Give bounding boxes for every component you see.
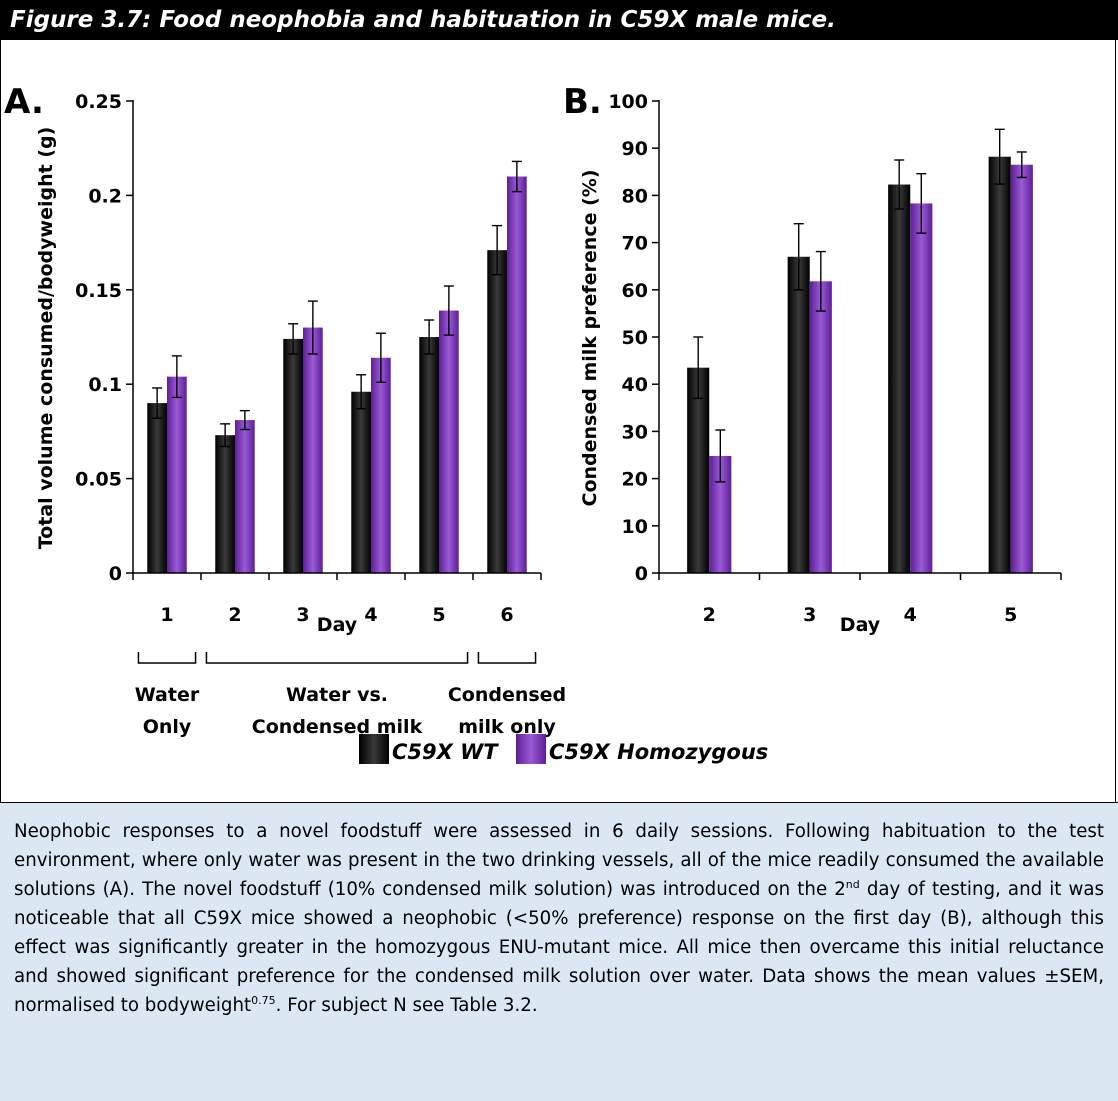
- a-bar-homozygous: [235, 420, 255, 573]
- a-bracket-label: Water: [135, 684, 200, 706]
- a-bar-homozygous: [303, 327, 323, 573]
- b-y-tick-label: 10: [622, 516, 648, 538]
- a-y-tick-label: 0.1: [88, 374, 122, 396]
- a-x-tick-label: 4: [364, 604, 377, 626]
- legend-swatch-wt: [359, 734, 389, 764]
- b-x-tick-label: 4: [904, 604, 917, 626]
- b-bar-wt: [988, 156, 1011, 574]
- a-x-tick-label: 3: [296, 604, 309, 626]
- a-bracket-label: Condensed milk: [252, 716, 423, 738]
- a-y-tick-label: 0.2: [88, 185, 122, 207]
- a-bar-wt: [215, 435, 235, 573]
- b-bar-wt: [888, 184, 911, 573]
- a-bar-wt: [419, 337, 439, 573]
- b-y-tick-label: 50: [622, 327, 648, 349]
- figure-title: Figure 3.7: Food neophobia and habituati…: [0, 0, 1118, 40]
- b-y-tick-label: 90: [622, 138, 648, 160]
- a-bar-homozygous: [507, 176, 527, 573]
- b-bar-wt: [687, 367, 710, 573]
- b-bar-homozygous: [809, 281, 832, 573]
- caption-part-1: Neophobic responses to a novel foodstuff…: [14, 821, 1104, 900]
- legend-swatch-homozygous: [516, 734, 546, 764]
- figure-charts: A. Total volume consumed/bodyweight (g) …: [4, 82, 1062, 764]
- a-x-tick-label: 1: [160, 604, 173, 626]
- b-y-tick-label: 20: [622, 469, 648, 491]
- a-y-tick-label: 0: [109, 563, 122, 585]
- caption-part-3: . For subject N see Table 3.2.: [275, 995, 538, 1016]
- panel-a-y-axis-label: Total volume consumed/bodyweight (g): [35, 127, 57, 550]
- b-x-tick-label: 5: [1004, 604, 1017, 626]
- a-bracket-label: Only: [143, 716, 192, 738]
- a-bracket-label: Water vs.: [286, 684, 388, 706]
- a-bar-wt: [351, 391, 371, 573]
- b-bar-homozygous: [709, 455, 732, 573]
- b-y-tick-label: 0: [635, 563, 648, 585]
- caption-superscript-nd: nd: [845, 877, 860, 891]
- a-bar-wt: [487, 250, 507, 574]
- panel-b-y-axis-label: Condensed milk preference (%): [579, 170, 601, 507]
- b-bar-homozygous: [1010, 164, 1033, 573]
- panel-b-x-axis-label: Day: [840, 614, 881, 636]
- legend-label-homozygous: C59X Homozygous: [549, 740, 768, 764]
- a-bracket-label: milk only: [458, 716, 556, 738]
- caption-box: Neophobic responses to a novel foodstuff…: [0, 802, 1118, 1101]
- b-y-tick-label: 100: [608, 91, 648, 113]
- a-bar-wt: [147, 403, 167, 573]
- a-y-tick-label: 0.15: [75, 280, 122, 302]
- a-bar-homozygous: [439, 310, 459, 573]
- a-bar-homozygous: [167, 376, 187, 573]
- a-bracket: [137, 652, 197, 664]
- a-bracket-label: Condensed: [448, 684, 566, 706]
- b-y-tick-label: 40: [622, 374, 648, 396]
- a-y-tick-label: 0.05: [75, 469, 122, 491]
- b-bar-homozygous: [910, 203, 933, 573]
- panel-b-label: B.: [563, 82, 602, 122]
- b-y-tick-label: 80: [622, 185, 648, 207]
- panel-a-label: A.: [4, 82, 44, 122]
- panel-a-chart: A. Total volume consumed/bodyweight (g) …: [4, 82, 566, 738]
- a-bar-homozygous: [371, 357, 391, 573]
- a-bracket: [205, 652, 469, 664]
- panel-b-chart: B. Condensed milk preference (%) 0 10 20 30…: [563, 82, 1062, 636]
- a-y-tick-label: 0.25: [75, 91, 122, 113]
- a-bar-wt: [283, 338, 303, 573]
- b-y-tick-label: 30: [622, 421, 648, 443]
- a-bracket: [477, 652, 537, 664]
- a-x-tick-label: 5: [432, 604, 445, 626]
- a-x-tick-label: 6: [500, 604, 513, 626]
- b-x-tick-label: 2: [703, 604, 716, 626]
- b-x-tick-label: 3: [803, 604, 816, 626]
- legend-label-wt: C59X WT: [392, 740, 499, 764]
- b-y-tick-label: 70: [622, 233, 648, 255]
- caption-superscript-exponent: 0.75: [251, 993, 276, 1007]
- panel-a-x-axis-label: Day: [317, 614, 358, 636]
- b-bar-wt: [787, 256, 810, 573]
- caption-part-2: day of testing, and it was noticeable th…: [14, 879, 1104, 1016]
- a-x-tick-label: 2: [228, 604, 241, 626]
- caption-text: Neophobic responses to a novel foodstuff…: [14, 817, 1104, 1020]
- b-y-tick-label: 60: [622, 280, 648, 302]
- legend: C59X WT C59X Homozygous: [359, 734, 768, 764]
